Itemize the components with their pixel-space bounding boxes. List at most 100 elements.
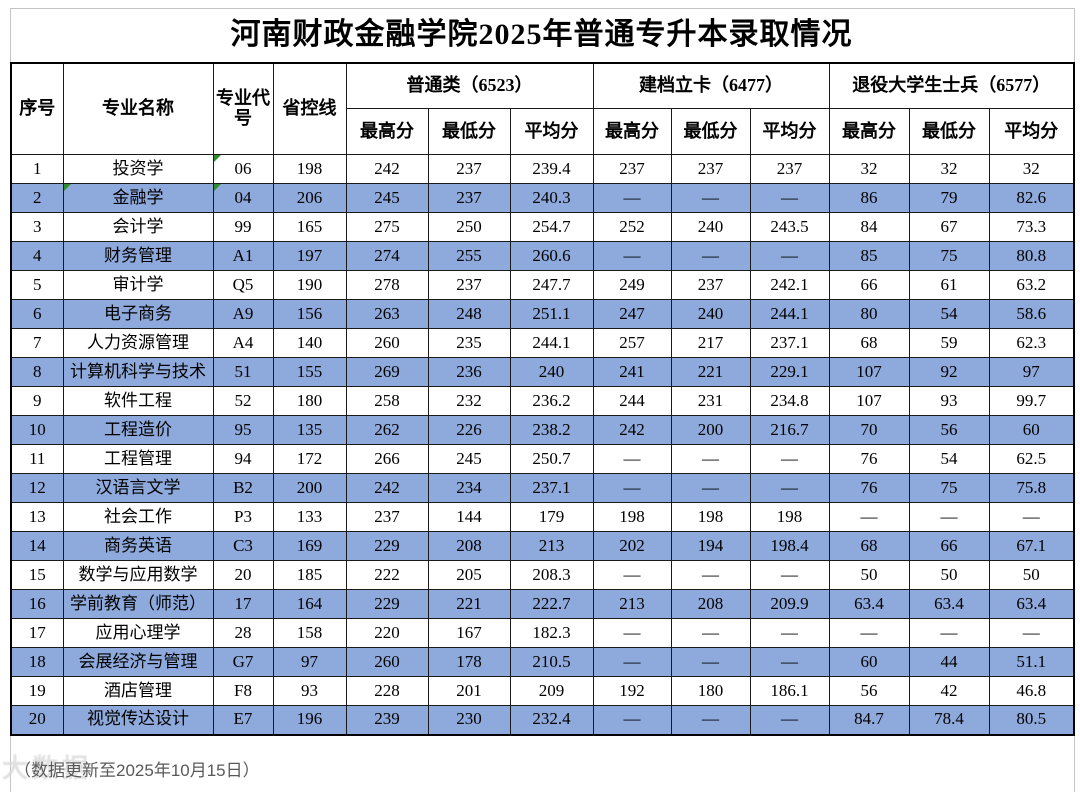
cell-control-line: 133 [272,502,347,532]
cell-g1-avg: 208.3 [509,560,594,590]
cell-no: 8 [10,357,64,387]
cell-g1-min: 248 [427,299,511,329]
header-no: 序号 [10,62,64,155]
cell-g1-max: 274 [345,241,429,271]
table-row: 3 会计学 99 165 275 250 254.7 252 240 243.5 84 67 73.3 [10,212,1075,242]
cell-g3-avg: 82.6 [988,183,1075,213]
cell-g2-max: 241 [592,357,672,387]
cell-g3-avg: 97 [988,357,1075,387]
cell-g3-max: 50 [828,560,910,590]
cell-major-name: 财务管理 [62,241,214,271]
cell-g2-min: — [670,473,751,503]
cell-g1-avg: 182.3 [509,618,594,648]
cell-g3-min: 61 [908,270,990,300]
cell-major-code: 94 [212,444,274,474]
cell-control-line: 185 [272,560,347,590]
cell-g1-max: 263 [345,299,429,329]
cell-g2-max: — [592,705,672,735]
table-row: 2 金融学 04 206 245 237 240.3— — —86 79 82.6 [10,183,1075,213]
cell-g2-avg: — [749,183,830,213]
cell-major-code: P3 [212,502,274,532]
cell-major-name: 学前教育（师范） [62,589,214,619]
table-row: 14 商务英语 C3 169 229 208 213 202 194 198.4 68 66 67.1 [10,531,1075,561]
cell-g2-max: 192 [592,676,672,706]
cell-g2-avg: 237 [749,154,830,184]
cell-no: 1 [10,154,64,184]
cell-g1-min: 226 [427,415,511,445]
cell-g3-max: 85 [828,241,910,271]
cell-g3-max: — [828,502,910,532]
table-row: 16 学前教育（师范） 17 164 229 221 222.7 213 208 209.9 63.… [10,589,1075,619]
cell-g3-min: — [908,618,990,648]
cell-g1-min: 232 [427,386,511,416]
cell-no: 18 [10,647,64,677]
cell-g2-avg: 229.1 [749,357,830,387]
table-row: 12 汉语言文学 B2 200 242 234 237.1— — —76 75 75.8 [10,473,1075,503]
cell-g1-min: 236 [427,357,511,387]
cell-g3-avg: 99.7 [988,386,1075,416]
cell-g2-min: 217 [670,328,751,358]
cell-g1-min: 178 [427,647,511,677]
cell-g2-max: — [592,618,672,648]
cell-g1-max: 237 [345,502,429,532]
cell-g3-min: 93 [908,386,990,416]
cell-major-code: 52 [212,386,274,416]
cell-g2-avg: — [749,618,830,648]
cell-g2-min: — [670,705,751,735]
cell-major-code: 17 [212,589,274,619]
cell-g3-max: 84 [828,212,910,242]
cell-major-code: 28 [212,618,274,648]
header-group-general: 普通类（6523） [345,62,594,109]
cell-major-name: 人力资源管理 [62,328,214,358]
cell-g3-avg: — [988,618,1075,648]
cell-g2-max: 247 [592,299,672,329]
cell-g3-avg: 67.1 [988,531,1075,561]
cell-g3-avg: 58.6 [988,299,1075,329]
cell-g3-avg: 75.8 [988,473,1075,503]
cell-g3-min: — [908,502,990,532]
cell-g3-avg: 60 [988,415,1075,445]
cell-g1-min: 208 [427,531,511,561]
cell-g2-min: 221 [670,357,751,387]
cell-g2-avg: 234.8 [749,386,830,416]
cell-major-code: B2 [212,473,274,503]
cell-no: 12 [10,473,64,503]
cell-major-name: 数学与应用数学 [62,560,214,590]
cell-g1-avg: 237.1 [509,473,594,503]
cell-g1-min: 201 [427,676,511,706]
cell-g3-max: 76 [828,444,910,474]
cell-major-code: G7 [212,647,274,677]
table-row: 5 审计学 Q5 190 278 237 247.7 249 237 242.1 66 61 63.2 [10,270,1075,300]
cell-g2-min: — [670,560,751,590]
header-g3-min: 最低分 [908,108,990,155]
cell-g2-avg: 198.4 [749,531,830,561]
cell-g3-min: 75 [908,473,990,503]
cell-control-line: 206 [272,183,347,213]
cell-g2-avg: 237.1 [749,328,830,358]
table-row: 9 软件工程 52 180 258 232 236.2 244 231 234.8 107 93 99.… [10,386,1075,416]
header-major-code: 专业代号 [212,62,274,155]
cell-control-line: 190 [272,270,347,300]
cell-g1-avg: 251.1 [509,299,594,329]
cell-no: 20 [10,705,64,735]
cell-g3-avg: 46.8 [988,676,1075,706]
cell-major-name: 工程管理 [62,444,214,474]
cell-g2-min: 237 [670,154,751,184]
table-row: 15 数学与应用数学 20 185 222 205 208.3— — —50 50 50 [10,560,1075,590]
header-g1-min: 最低分 [427,108,511,155]
cell-g3-max: 68 [828,328,910,358]
cell-control-line: 165 [272,212,347,242]
cell-major-code: E7 [212,705,274,735]
table-row: 11 工程管理 94 172 266 245 250.7— — —76 54 62.5 [10,444,1075,474]
cell-g2-min: 200 [670,415,751,445]
header-g3-avg: 平均分 [988,108,1075,155]
cell-no: 3 [10,212,64,242]
cell-control-line: 156 [272,299,347,329]
table-row: 1 投资学 06 198 242 237 239.4 237 237 237 32 32 32 [10,154,1075,184]
cell-g1-avg: 260.6 [509,241,594,271]
cell-g2-min: — [670,241,751,271]
table-row: 6 电子商务 A9 156 263 248 251.1 247 240 244.1 80 54 58.6 [10,299,1075,329]
cell-g3-min: 32 [908,154,990,184]
cell-g1-min: 144 [427,502,511,532]
